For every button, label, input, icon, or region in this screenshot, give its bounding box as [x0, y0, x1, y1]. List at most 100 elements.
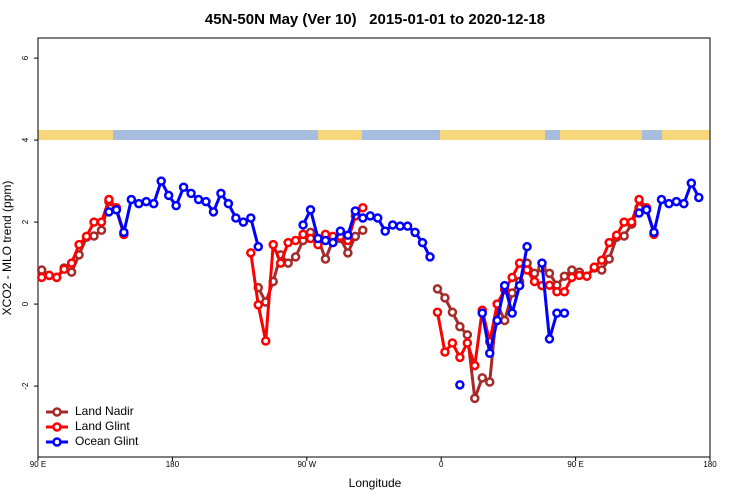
data-point — [223, 198, 234, 209]
data-point — [544, 268, 555, 279]
data-point — [290, 252, 301, 262]
data-point — [365, 211, 376, 221]
data-point — [455, 380, 465, 390]
land-ocean-strip — [38, 130, 710, 140]
series — [36, 196, 659, 404]
data-point — [656, 194, 667, 205]
data-point — [343, 230, 353, 240]
data-point — [522, 241, 532, 252]
data-point — [119, 227, 129, 238]
ocean-band — [545, 130, 560, 140]
data-point — [596, 265, 607, 275]
plot-frame — [37, 37, 711, 458]
x-tick-label: 180 — [703, 460, 717, 469]
x-tick-label: 180 — [166, 460, 180, 469]
y-tick-label: 6 — [21, 55, 30, 60]
chart-title: 45N-50N May (Ver 10) 2015-01-01 to 2020-… — [205, 11, 545, 28]
data-point — [66, 267, 77, 277]
data-point — [462, 330, 473, 340]
data-point — [522, 265, 532, 275]
data-point — [51, 272, 62, 283]
data-point — [641, 205, 652, 215]
ocean-band — [642, 130, 662, 140]
data-point — [238, 217, 249, 227]
legend-marker — [52, 437, 62, 447]
data-point — [626, 217, 637, 227]
data-point — [611, 230, 622, 240]
data-point — [201, 196, 211, 207]
y-tick-label: 2 — [21, 219, 30, 224]
data-point — [350, 231, 361, 242]
data-point — [275, 258, 286, 268]
data-point — [552, 308, 562, 318]
data-point — [96, 217, 107, 227]
data-point — [246, 213, 256, 223]
data-point — [567, 265, 577, 275]
data-point — [171, 200, 181, 211]
data-point — [343, 248, 353, 258]
data-point — [305, 205, 316, 215]
data-point — [447, 338, 458, 348]
data-point — [619, 231, 629, 241]
data-point — [432, 307, 443, 318]
data-point — [148, 198, 159, 209]
x-tick-label: 90 E — [567, 460, 583, 469]
series-line — [108, 179, 701, 355]
data-point — [89, 231, 99, 241]
data-point — [111, 205, 122, 215]
data-point — [514, 280, 525, 291]
legend-label: Land Nadir — [75, 404, 134, 418]
data-point — [477, 308, 488, 318]
data-point — [320, 235, 331, 246]
data-point — [320, 254, 331, 264]
y-axis-label: XCO2 - MLO trend (ppm) — [0, 181, 14, 316]
data-point — [208, 207, 219, 217]
data-point — [559, 271, 570, 281]
data-point — [104, 194, 114, 205]
data-point — [156, 176, 166, 186]
data-point — [134, 198, 144, 209]
data-point — [163, 190, 174, 201]
data-point — [664, 198, 674, 209]
data-point — [298, 220, 308, 230]
data-point — [328, 237, 338, 248]
data-point — [410, 227, 420, 238]
series — [36, 194, 659, 371]
data-point — [574, 270, 585, 281]
data-point — [141, 196, 152, 207]
data-point — [74, 239, 84, 250]
data-point — [89, 217, 99, 227]
data-point — [604, 237, 614, 248]
x-tick-label: 90 E — [30, 460, 46, 469]
data-point — [350, 206, 361, 216]
data-point — [283, 258, 293, 268]
data-point — [559, 308, 570, 318]
data-point — [507, 308, 517, 318]
data-point — [253, 300, 264, 310]
data-point — [81, 231, 92, 242]
data-point — [589, 262, 600, 272]
data-point — [686, 178, 697, 188]
data-point — [36, 272, 47, 283]
data-point — [440, 293, 450, 303]
data-point — [567, 272, 577, 283]
data-point — [544, 334, 555, 344]
data-point — [552, 287, 562, 297]
data-point — [380, 226, 390, 236]
data-point — [470, 393, 480, 404]
ocean-band — [113, 130, 318, 140]
data-point — [619, 217, 629, 227]
data-point — [193, 194, 204, 205]
data-point — [96, 225, 107, 236]
data-point — [268, 239, 278, 250]
data-point — [649, 227, 659, 238]
data-point — [544, 280, 555, 290]
data-point — [305, 233, 316, 244]
data-point — [246, 248, 256, 258]
data-point — [679, 198, 689, 209]
data-point — [402, 221, 413, 231]
data-point — [253, 241, 264, 252]
data-point — [283, 237, 293, 248]
data-point — [358, 225, 368, 236]
